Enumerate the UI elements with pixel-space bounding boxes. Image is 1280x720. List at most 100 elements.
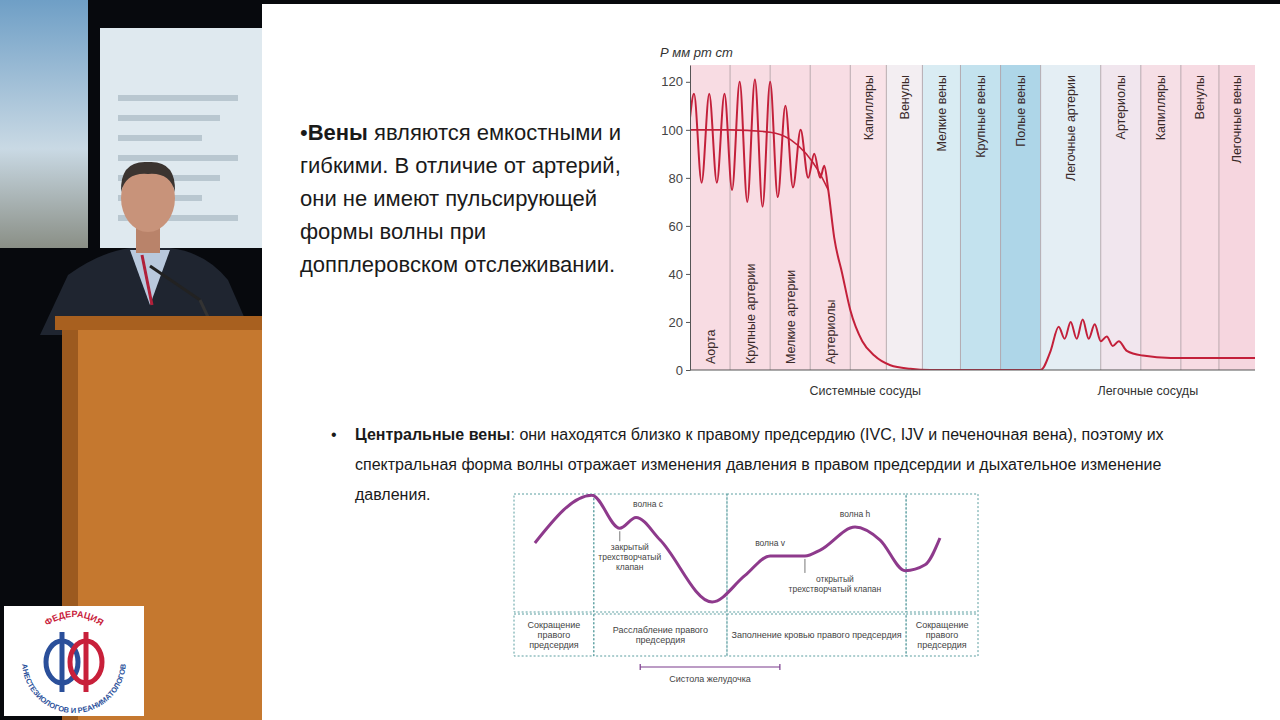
chart-2: Сокращениеправогопредсердия Расслабление … <box>514 494 978 684</box>
bullet-1-line: гибкими. В отличие от артерий, <box>300 153 621 178</box>
microphone <box>150 266 200 300</box>
systole-span-end <box>779 664 780 670</box>
y-tick-label: 20 <box>669 315 683 330</box>
side-screen-photo <box>0 0 88 248</box>
logo: ФЕДЕРАЦИЯ АНЕСТЕЗИОЛОГОВ И РЕАНИМАТОЛОГОВ <box>4 606 144 716</box>
systole-label: Систола желудочка <box>669 674 751 684</box>
y-tick-label: 80 <box>669 171 683 186</box>
plot-area <box>535 495 940 602</box>
bullet-2-line: спектральная форма волны отражает измене… <box>355 456 1161 473</box>
annotation-line: волна h <box>840 509 871 519</box>
phase-label-box <box>514 614 594 656</box>
y-axis: 0 20 40 60 80 100 120 <box>661 66 690 378</box>
band-separator <box>1140 65 1141 370</box>
y-tick-mark <box>686 274 690 275</box>
y-tick: 20 <box>669 315 690 330</box>
annotation: волна v <box>755 538 786 548</box>
band-separator <box>1100 65 1101 370</box>
y-axis-line <box>690 66 691 371</box>
annotation: волна с <box>633 499 664 509</box>
vessel-label: Венулы <box>1193 75 1207 119</box>
bullet-1-line: они не имеют пульсирующей <box>300 186 597 211</box>
vessel-band <box>1041 65 1101 370</box>
pressure-line <box>690 130 828 190</box>
logo-bottom-text: АНЕСТЕЗИОЛОГОВ И РЕАНИМАТОЛОГОВ <box>20 663 128 715</box>
y-tick: 100 <box>661 123 690 138</box>
vessel-label: Капилляры <box>862 75 876 140</box>
vessel-band <box>730 65 770 370</box>
vessel-label: Артериолы <box>824 300 838 364</box>
chart-1: АортаКрупные артерииМелкие артерииАртери… <box>660 45 1255 398</box>
annotation: закрытыйтрехстворчатыйклапан <box>598 542 661 572</box>
phase-label: Расслабление правогопредсердия <box>613 625 708 645</box>
y-tick-mark <box>686 322 690 323</box>
y-tick-label: 60 <box>669 219 683 234</box>
y-tick-label: 100 <box>661 123 683 138</box>
y-tick-mark <box>686 130 690 131</box>
group-label: Легочные сосуды <box>1097 384 1198 398</box>
projected-blur <box>118 115 220 121</box>
phase-frame <box>514 494 594 612</box>
vessel-band <box>1181 65 1219 370</box>
logo-top-text: ФЕДЕРАЦИЯ <box>43 609 105 628</box>
phase-label: Заполнение кровью правого предсердия <box>731 630 901 640</box>
bullet-bold: Вены <box>308 120 368 145</box>
bullet-1-line: допплеровском отслеживании. <box>300 252 615 277</box>
vessel-band <box>922 65 960 370</box>
phase-label: Сокращениеправогопредсердия <box>528 620 581 650</box>
podium-top <box>55 316 262 330</box>
band-separator <box>1180 65 1181 370</box>
pressure-line <box>690 79 1255 370</box>
y-tick: 0 <box>676 363 690 378</box>
y-tick-label: 0 <box>676 363 683 378</box>
group-label: Системные сосуды <box>810 384 921 398</box>
bullet-1-line: •Вены являются емкостными и <box>300 120 621 145</box>
vessel-label: Крупные артерии <box>744 263 758 364</box>
phase-label-box <box>906 614 978 656</box>
speaker-hair <box>121 162 175 192</box>
page: ФЕДЕРАЦИЯ АНЕСТЕЗИОЛОГОВ И РЕАНИМАТОЛОГОВ… <box>0 0 1280 720</box>
venous-waveform <box>535 495 940 602</box>
speaker-lanyard <box>142 255 152 305</box>
bullet-2-line: давления. <box>355 486 430 503</box>
band-separator <box>922 65 923 370</box>
bullet: • <box>300 120 308 145</box>
y-tick-label: 40 <box>669 267 683 282</box>
x-axis-line <box>690 370 1255 371</box>
vessel-label: Аорта <box>704 329 718 364</box>
phase-label-line: предсердия <box>636 635 686 645</box>
annotation: открытыйтрехстворчатый клапан <box>789 574 882 594</box>
bands <box>690 65 1255 370</box>
band-separator <box>1000 65 1001 370</box>
slide-background <box>262 4 1280 720</box>
scene <box>0 0 1280 720</box>
y-tick-label: 120 <box>661 74 683 89</box>
annotation-line: клапан <box>616 562 644 572</box>
vessel-band <box>1219 65 1255 370</box>
bullet-text: : они находятся близко к правому предсер… <box>510 426 1163 443</box>
band-separator <box>886 65 887 370</box>
band-separator <box>1218 65 1219 370</box>
annotation-line: открытый <box>816 574 854 584</box>
band-separator <box>850 65 851 370</box>
vessel-band <box>886 65 922 370</box>
phase-label-line: предсердия <box>917 640 967 650</box>
vessel-label: Артериолы <box>1114 75 1128 139</box>
y-tick-mark <box>686 82 690 83</box>
bullet-1-line: формы волны при <box>300 219 486 244</box>
vessel-label: Венулы <box>898 75 912 119</box>
vessel-label: Мелкие вены <box>935 75 949 152</box>
plot-area <box>690 79 1255 370</box>
projected-blur <box>118 155 238 161</box>
band-separator <box>960 65 961 370</box>
vessel-band <box>960 65 1000 370</box>
vessel-band <box>1101 65 1141 370</box>
phase-label-box <box>594 614 727 656</box>
systole-span <box>640 666 780 667</box>
logo-emblem <box>60 632 65 692</box>
annotation-line: закрытый <box>611 542 649 552</box>
y-tick-mark <box>686 226 690 227</box>
band-separator <box>770 65 771 370</box>
logo-emblem <box>84 632 89 692</box>
phase-label-line: Заполнение кровью правого предсердия <box>731 630 901 640</box>
